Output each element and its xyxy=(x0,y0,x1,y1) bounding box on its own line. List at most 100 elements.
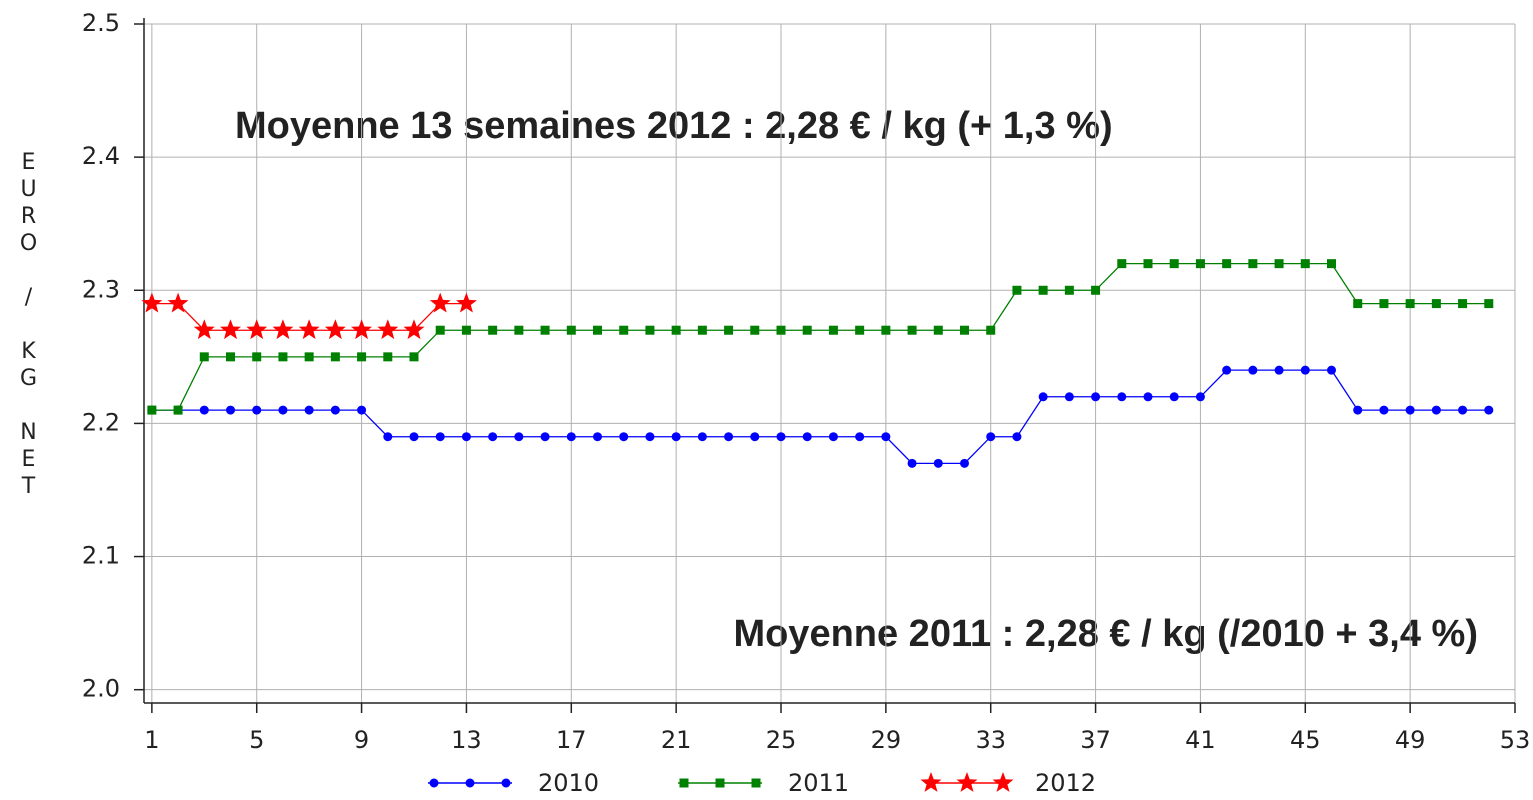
point xyxy=(246,319,268,340)
point xyxy=(1379,405,1389,415)
point xyxy=(1038,392,1048,402)
point xyxy=(272,319,294,340)
point xyxy=(1353,299,1363,309)
point xyxy=(220,319,241,340)
x-tick-label: 33 xyxy=(975,726,1006,754)
point xyxy=(456,292,477,313)
x-tick-label: 21 xyxy=(661,726,692,754)
point xyxy=(1195,392,1205,402)
point xyxy=(330,352,340,362)
point xyxy=(1353,405,1363,415)
point xyxy=(986,432,996,442)
point xyxy=(304,352,314,362)
point xyxy=(1117,392,1127,402)
point xyxy=(1091,285,1101,295)
point xyxy=(357,352,367,362)
point xyxy=(1405,405,1415,415)
point xyxy=(435,325,445,335)
point xyxy=(1012,285,1022,295)
point xyxy=(907,325,917,335)
legend-marker xyxy=(429,778,439,788)
x-tick-label: 25 xyxy=(766,726,797,754)
point xyxy=(252,405,262,415)
point xyxy=(1274,259,1284,269)
point xyxy=(304,405,314,415)
point xyxy=(802,325,812,335)
legend-marker xyxy=(501,778,511,788)
x-tick-label: 53 xyxy=(1500,726,1531,754)
point xyxy=(776,432,786,442)
y-axis-label: EURO / KG NET xyxy=(16,150,41,501)
point xyxy=(697,325,707,335)
point xyxy=(383,432,393,442)
point xyxy=(429,292,451,313)
x-tick-label: 5 xyxy=(249,726,264,754)
point xyxy=(671,432,681,442)
point xyxy=(1458,405,1468,415)
legend-marker xyxy=(920,772,942,792)
point xyxy=(1300,365,1310,375)
y-tick-label: 2.5 xyxy=(82,9,120,37)
point xyxy=(377,319,399,340)
point xyxy=(540,325,550,335)
point xyxy=(671,325,681,335)
point xyxy=(403,319,425,340)
point xyxy=(1327,365,1337,375)
point xyxy=(593,325,603,335)
point xyxy=(226,352,236,362)
point xyxy=(960,325,970,335)
point xyxy=(828,325,838,335)
point xyxy=(298,319,320,340)
point xyxy=(1143,392,1153,402)
legend-marker xyxy=(751,778,761,788)
point xyxy=(357,405,367,415)
point xyxy=(724,325,734,335)
point xyxy=(383,352,393,362)
point xyxy=(750,325,760,335)
point xyxy=(1274,365,1284,375)
point xyxy=(1169,259,1179,269)
point xyxy=(619,432,629,442)
point xyxy=(1431,405,1441,415)
point xyxy=(1222,365,1232,375)
point xyxy=(1327,259,1337,269)
x-tick-label: 37 xyxy=(1080,726,1111,754)
point xyxy=(226,405,236,415)
point xyxy=(324,319,346,340)
point xyxy=(697,432,707,442)
point xyxy=(750,432,760,442)
point xyxy=(566,432,576,442)
point xyxy=(1169,392,1179,402)
annotation: Moyenne 13 semaines 2012 : 2,28 € / kg (… xyxy=(235,105,1113,147)
legend-marker xyxy=(715,778,725,788)
x-tick-label: 41 xyxy=(1185,726,1216,754)
point xyxy=(802,432,812,442)
point xyxy=(488,325,498,335)
point xyxy=(1117,259,1127,269)
point xyxy=(278,352,288,362)
point xyxy=(593,432,603,442)
point xyxy=(855,325,865,335)
point xyxy=(960,458,970,468)
point xyxy=(435,432,445,442)
point xyxy=(1038,285,1048,295)
point xyxy=(461,432,471,442)
legend-marker xyxy=(679,778,689,788)
point xyxy=(514,432,524,442)
point xyxy=(147,405,157,415)
point xyxy=(1248,365,1258,375)
point xyxy=(193,319,215,340)
legend-label: 2011 xyxy=(788,769,849,797)
point xyxy=(881,432,891,442)
point xyxy=(619,325,629,335)
x-tick-label: 45 xyxy=(1290,726,1321,754)
point xyxy=(409,352,419,362)
point xyxy=(1405,299,1415,309)
y-tick-label: 2.1 xyxy=(82,542,120,570)
point xyxy=(881,325,891,335)
y-tick-label: 2.4 xyxy=(82,142,120,170)
point xyxy=(1458,299,1468,309)
point xyxy=(1064,285,1074,295)
point xyxy=(1012,432,1022,442)
